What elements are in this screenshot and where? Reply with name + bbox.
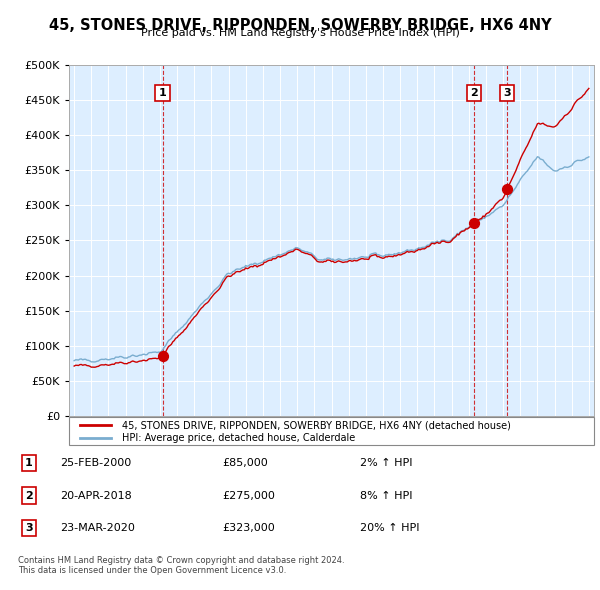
Point <box>469 218 479 228</box>
Text: 2: 2 <box>470 88 478 98</box>
Text: £85,000: £85,000 <box>222 458 268 468</box>
Text: 20-APR-2018: 20-APR-2018 <box>60 491 132 500</box>
Text: 3: 3 <box>25 523 32 533</box>
Text: 3: 3 <box>503 88 511 98</box>
Text: 2% ↑ HPI: 2% ↑ HPI <box>360 458 413 468</box>
Text: 1: 1 <box>158 88 166 98</box>
Text: HPI: Average price, detached house, Calderdale: HPI: Average price, detached house, Cald… <box>121 434 355 443</box>
Text: 2: 2 <box>25 491 32 500</box>
FancyBboxPatch shape <box>69 417 594 445</box>
Text: This data is licensed under the Open Government Licence v3.0.: This data is licensed under the Open Gov… <box>18 566 286 575</box>
Text: 1: 1 <box>25 458 32 468</box>
Text: 45, STONES DRIVE, RIPPONDEN, SOWERBY BRIDGE, HX6 4NY: 45, STONES DRIVE, RIPPONDEN, SOWERBY BRI… <box>49 18 551 32</box>
Text: Contains HM Land Registry data © Crown copyright and database right 2024.: Contains HM Land Registry data © Crown c… <box>18 556 344 565</box>
Text: 25-FEB-2000: 25-FEB-2000 <box>60 458 131 468</box>
Text: 45, STONES DRIVE, RIPPONDEN, SOWERBY BRIDGE, HX6 4NY (detached house): 45, STONES DRIVE, RIPPONDEN, SOWERBY BRI… <box>121 420 511 430</box>
Text: 23-MAR-2020: 23-MAR-2020 <box>60 523 135 533</box>
Text: £275,000: £275,000 <box>222 491 275 500</box>
Text: Price paid vs. HM Land Registry's House Price Index (HPI): Price paid vs. HM Land Registry's House … <box>140 28 460 38</box>
Text: 8% ↑ HPI: 8% ↑ HPI <box>360 491 413 500</box>
Point <box>502 185 512 194</box>
Text: 20% ↑ HPI: 20% ↑ HPI <box>360 523 419 533</box>
Text: £323,000: £323,000 <box>222 523 275 533</box>
Point <box>158 352 167 361</box>
